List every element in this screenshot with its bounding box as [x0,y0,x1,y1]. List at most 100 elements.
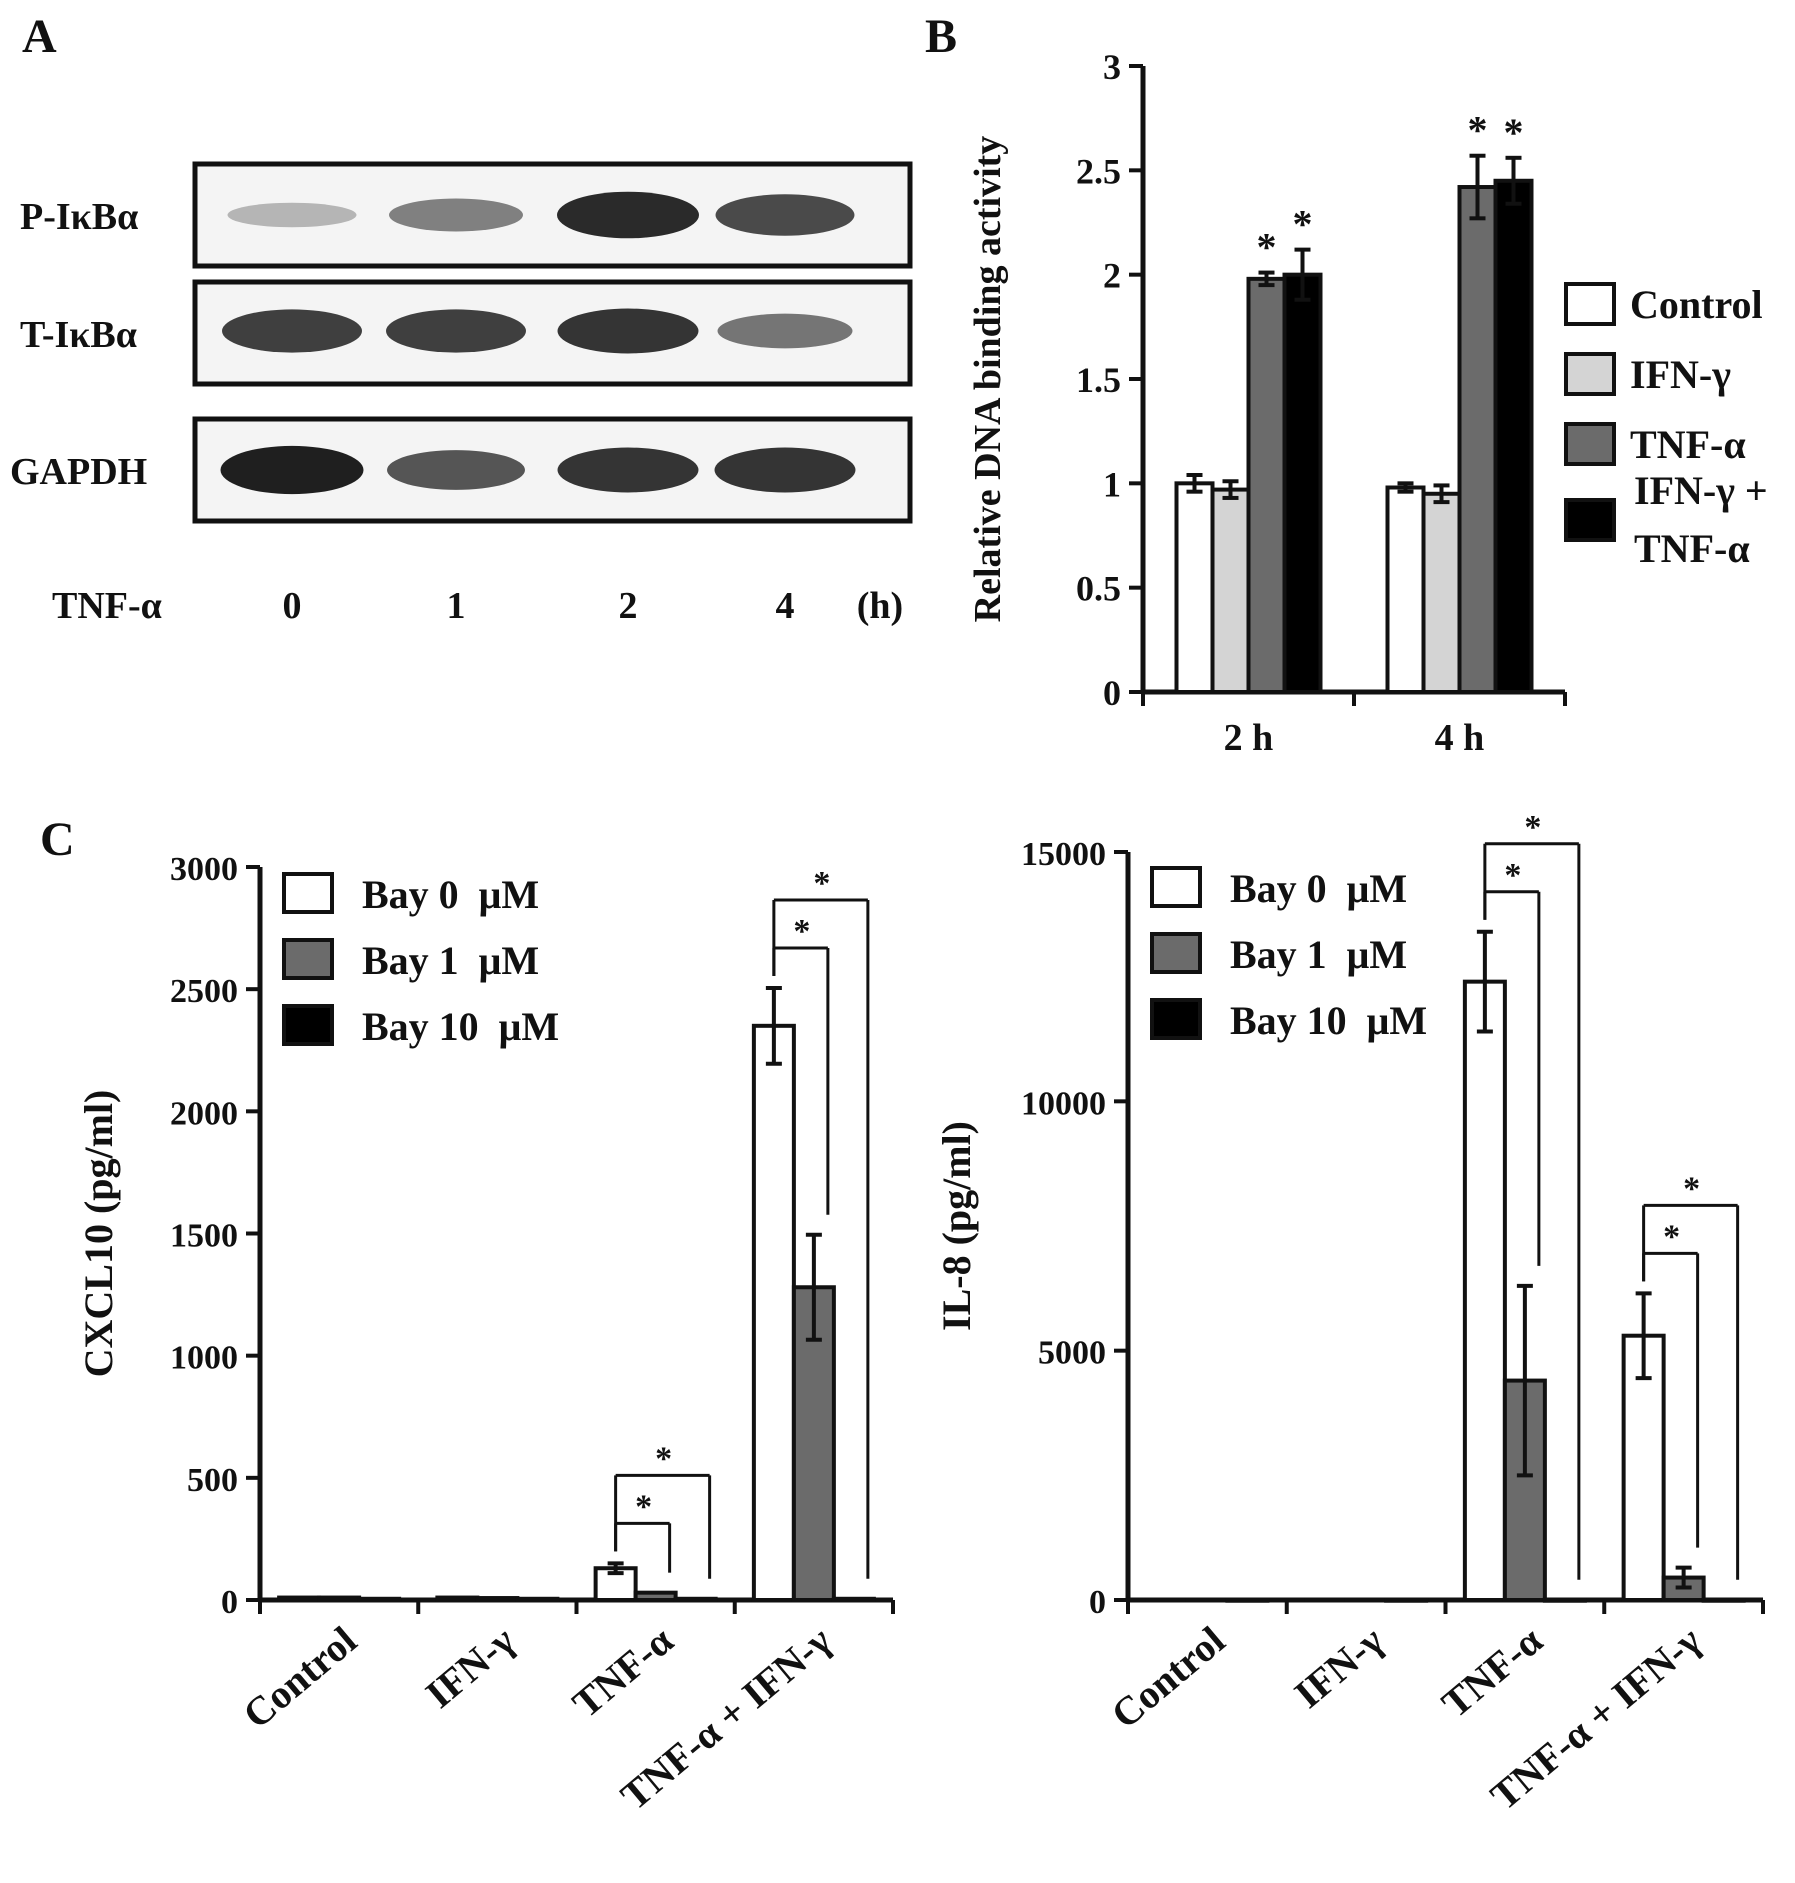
blot-band [557,191,699,239]
panel-letter-c: C [40,813,75,866]
y-axis-label: CXCL10 (pg/ml) [76,1090,121,1378]
bar [515,1596,560,1602]
significance-mark: * [1504,110,1524,155]
bar [831,1596,876,1602]
chart-dna-binding: 0 0.5 1 1.5 2 2.5 3 Relative DNA binding activi… [967,47,1768,759]
x-tick-label: TNF-α [1433,1617,1551,1726]
bar [435,1595,480,1602]
y-tick-label: 2.5 [1076,151,1121,191]
bar [1542,1597,1587,1603]
x-tick-label: Control [234,1617,365,1737]
y-tick-label: 2 [1103,256,1121,296]
bar [475,1596,520,1602]
x-tick-label: Control [1103,1617,1234,1737]
y-tick-label: 1.5 [1076,360,1121,400]
panel-letter-b: B [925,10,957,63]
y-axis-label: Relative DNA binding activity [967,136,1009,623]
legend-label: Control [1630,282,1763,327]
legend-label: Bay 10 μM [362,1004,559,1049]
y-axis-label: IL-8 (pg/ml) [934,1121,979,1331]
y-tick-label: 0 [1103,673,1121,713]
y-tick-label: 1500 [170,1218,238,1255]
blot-time-label: 2 [619,585,638,627]
legend-swatch [1564,422,1616,466]
blot-band [220,445,364,495]
blot-band [717,313,853,349]
blot-row-label: GAPDH [10,451,147,493]
y-tick-label: 5000 [1038,1335,1106,1372]
legend-swatch [1150,932,1202,974]
bar [1421,491,1462,694]
x-tick-label: IFN-γ [1286,1617,1392,1717]
significance-mark: * [813,865,830,902]
bar [277,1595,322,1602]
significance-mark: * [1468,108,1488,153]
legend-label: IFN-γ [1630,352,1731,397]
legend-swatch [282,938,334,980]
blot-band [222,309,362,353]
y-tick-label: 10000 [1021,1085,1106,1122]
blot-row-label: T-IκBα [20,314,137,356]
legend-label: Bay 10 μM [1230,998,1427,1043]
y-tick-label: 500 [187,1462,238,1499]
bar [1246,276,1287,694]
bar [1282,272,1323,694]
significance-mark: * [1504,857,1521,894]
x-tick-label: 2 h [1224,717,1274,759]
blot-band [557,447,699,493]
legend-swatch [1150,998,1202,1040]
y-tick-label: 0.5 [1076,569,1121,609]
x-tick-label: 4 h [1435,717,1485,759]
blot-band [714,447,856,493]
y-tick-label: 1000 [170,1340,238,1377]
significance-mark: * [655,1440,672,1477]
bar [1385,485,1426,694]
legend-swatch [1150,866,1202,908]
chart-cxcl10: 0 500 1000 1500 2000 2500 3000 CXCL10 (pg/ml) Co… [76,851,895,1819]
significance-mark: * [1293,202,1313,247]
legend-label: Bay 1 μM [1230,932,1407,977]
bar [1384,1597,1429,1603]
bar [317,1595,362,1602]
bar [1174,481,1215,695]
bar [751,1023,796,1602]
blot-band [557,308,699,354]
significance-mark: * [1663,1218,1680,1255]
bar [1462,979,1507,1602]
legend-swatch [282,872,334,914]
significance-mark: * [1524,809,1541,846]
blot-treatment-label: TNF-α [52,585,162,627]
blot-band [227,202,357,228]
bar [633,1590,678,1603]
bar [1304,1597,1349,1603]
legend-swatch [1564,352,1616,396]
y-tick-label: 15000 [1021,836,1106,873]
blot-row-label: P-IκBα [20,196,138,238]
bar [1457,185,1498,694]
legend-label: IFN-γ + [1634,468,1768,513]
western-blot-panel: P-IκBα T-IκBα GAPDH TNF-α 0 1 2 4 (h) [10,161,913,627]
blot-time-label: 4 [776,585,795,627]
blot-band [387,450,525,490]
bar [1210,487,1251,694]
x-tick-label: IFN-γ [417,1617,523,1717]
bar [1493,178,1534,694]
legend-label: TNF-α [1634,526,1750,571]
blot-time-unit: (h) [857,585,903,627]
blot-time-label: 0 [283,585,302,627]
blot-time-label: 1 [447,585,466,627]
bar [1185,1597,1230,1603]
chart-il8: 0 5000 10000 15000 IL-8 (pg/ml) Control IFN-γ T… [934,809,1765,1819]
legend-swatch [1564,498,1616,542]
panel-letter-a: A [22,10,57,63]
legend-swatch [1564,282,1616,326]
bar [357,1596,402,1602]
legend-label: Bay 0 μM [1230,866,1407,911]
legend-label: Bay 1 μM [362,938,539,983]
y-tick-label: 1 [1103,464,1121,504]
legend-label: TNF-α [1630,422,1746,467]
bar [1344,1597,1389,1603]
bar [1701,1597,1746,1603]
legend-label: Bay 0 μM [362,872,539,917]
bar [1145,1597,1190,1603]
